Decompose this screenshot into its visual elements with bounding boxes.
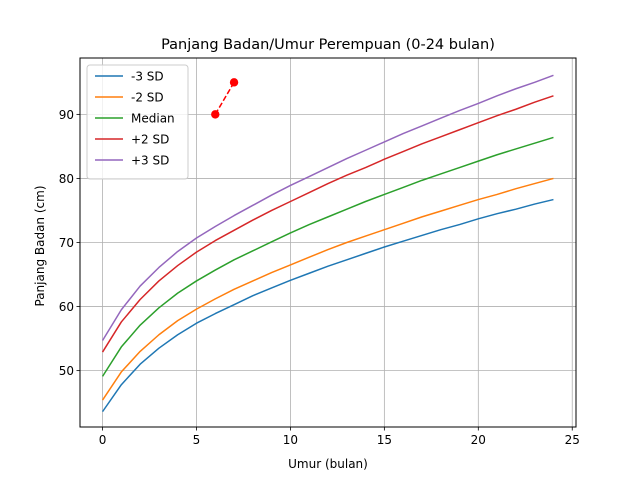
legend-label: -2 SD — [131, 91, 164, 105]
series-line-plus-2-sd — [101, 95, 554, 353]
x-tick-label: 10 — [283, 433, 298, 447]
y-tick-label: 60 — [59, 300, 74, 314]
legend-label: Median — [131, 112, 175, 126]
legend-box — [86, 64, 189, 180]
series-line-median — [101, 136, 554, 377]
measurement-point — [211, 110, 220, 119]
x-axis-title: Umur (bulan) — [288, 457, 368, 471]
x-tick-label: 25 — [565, 433, 580, 447]
y-tick-label: 80 — [59, 172, 74, 186]
series-line-plus-3-sd — [101, 74, 554, 341]
x-tick-label: 20 — [471, 433, 486, 447]
y-axis-title: Panjang Badan (cm) — [33, 185, 47, 306]
measurement-point — [229, 78, 239, 87]
measurement-line — [214, 81, 235, 115]
y-tick-label: 90 — [59, 108, 74, 122]
x-tick-label: 5 — [193, 433, 201, 447]
x-tick-label: 15 — [377, 433, 392, 447]
grid-layer — [80, 58, 576, 427]
legend: -3 SD -2 SD Median +2 SD +3 SD — [86, 64, 189, 180]
legend-label: +2 SD — [131, 133, 169, 147]
series-line-minus-2-sd — [101, 177, 554, 401]
y-tick-label: 70 — [59, 236, 74, 250]
chart-title: Panjang Badan/Umur Perempuan (0-24 bulan… — [161, 37, 495, 53]
legend-label: -3 SD — [131, 70, 164, 84]
measurement-layer — [211, 78, 239, 119]
y-tick-label: 50 — [59, 364, 74, 378]
series-layer — [101, 74, 554, 413]
legend-label: +3 SD — [131, 154, 169, 168]
series-line-minus-3-sd — [101, 198, 554, 413]
tick-layer: 0 5 10 15 20 25 50 60 70 80 90 — [59, 108, 580, 447]
x-tick-label: 0 — [99, 433, 107, 447]
